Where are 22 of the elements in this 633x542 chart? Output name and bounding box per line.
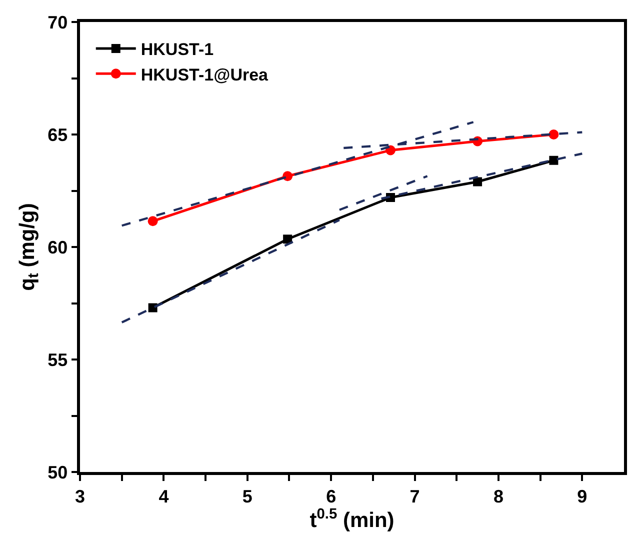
point — [148, 303, 158, 312]
point — [473, 177, 482, 186]
y-tick-label: 60 — [48, 237, 68, 258]
point — [282, 171, 293, 182]
point — [549, 156, 558, 165]
legend-label: HKUST-1@Urea — [140, 65, 269, 84]
y-tick-label: 50 — [48, 462, 68, 482]
y-tick-label: 70 — [48, 12, 68, 32]
x-axis-title: t$^{0.5}$ (min) — [310, 506, 394, 532]
y-tick-label: 65 — [48, 124, 68, 145]
x-tick-label: 6 — [326, 486, 336, 506]
x-tick-label: 4 — [158, 486, 169, 506]
point — [283, 234, 292, 244]
y-tick-label: 55 — [48, 350, 68, 370]
x-tick-label: 5 — [242, 486, 252, 506]
legend-label: HKUST-1 — [140, 40, 214, 60]
point — [148, 216, 158, 226]
point — [548, 130, 559, 140]
x-tick-label: 3 — [74, 486, 86, 506]
x-tick-label: 7 — [410, 486, 420, 506]
x-tick-label: 9 — [577, 486, 588, 506]
x-tick-label: 8 — [493, 486, 504, 506]
